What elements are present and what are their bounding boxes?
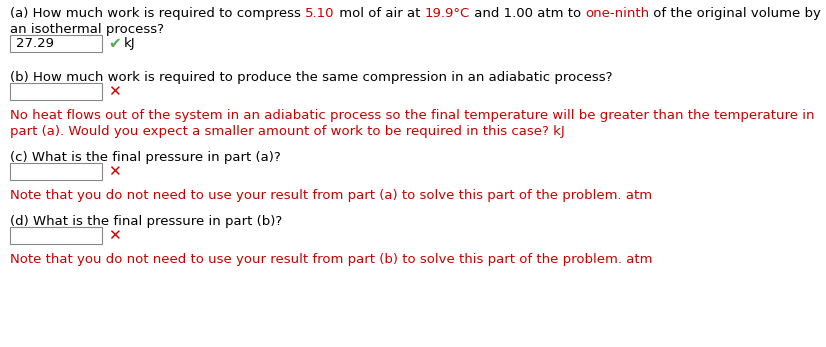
Text: 27.29: 27.29 — [16, 37, 54, 50]
Text: and 1.00 atm to: and 1.00 atm to — [469, 7, 585, 20]
Text: ✕: ✕ — [108, 228, 121, 243]
FancyBboxPatch shape — [10, 35, 102, 52]
Text: (c) What is the final pressure in part (a)?: (c) What is the final pressure in part (… — [10, 151, 281, 164]
Text: (a) How much work is required to compress: (a) How much work is required to compres… — [10, 7, 305, 20]
Text: mol of air at: mol of air at — [335, 7, 425, 20]
Text: an isothermal process?: an isothermal process? — [10, 23, 164, 36]
Text: 19.9°C: 19.9°C — [425, 7, 469, 20]
Text: of the original volume by: of the original volume by — [649, 7, 821, 20]
FancyBboxPatch shape — [10, 227, 102, 244]
Text: No heat flows out of the system in an adiabatic process so the final temperature: No heat flows out of the system in an ad… — [10, 109, 814, 122]
Text: ✔: ✔ — [108, 36, 121, 51]
Text: Note that you do not need to use your result from part (a) to solve this part of: Note that you do not need to use your re… — [10, 189, 652, 202]
Text: ✕: ✕ — [108, 84, 121, 99]
Text: kJ: kJ — [124, 37, 135, 50]
FancyBboxPatch shape — [10, 163, 102, 180]
Text: Note that you do not need to use your result from part (b) to solve this part of: Note that you do not need to use your re… — [10, 253, 653, 266]
Text: (d) What is the final pressure in part (b)?: (d) What is the final pressure in part (… — [10, 215, 282, 228]
Text: one-ninth: one-ninth — [585, 7, 649, 20]
Text: (b) How much work is required to produce the same compression in an adiabatic pr: (b) How much work is required to produce… — [10, 71, 613, 84]
Text: part (a). Would you expect a smaller amount of work to be required in this case?: part (a). Would you expect a smaller amo… — [10, 125, 565, 138]
Text: 5.10: 5.10 — [305, 7, 335, 20]
Text: ✕: ✕ — [108, 164, 121, 179]
FancyBboxPatch shape — [10, 83, 102, 100]
